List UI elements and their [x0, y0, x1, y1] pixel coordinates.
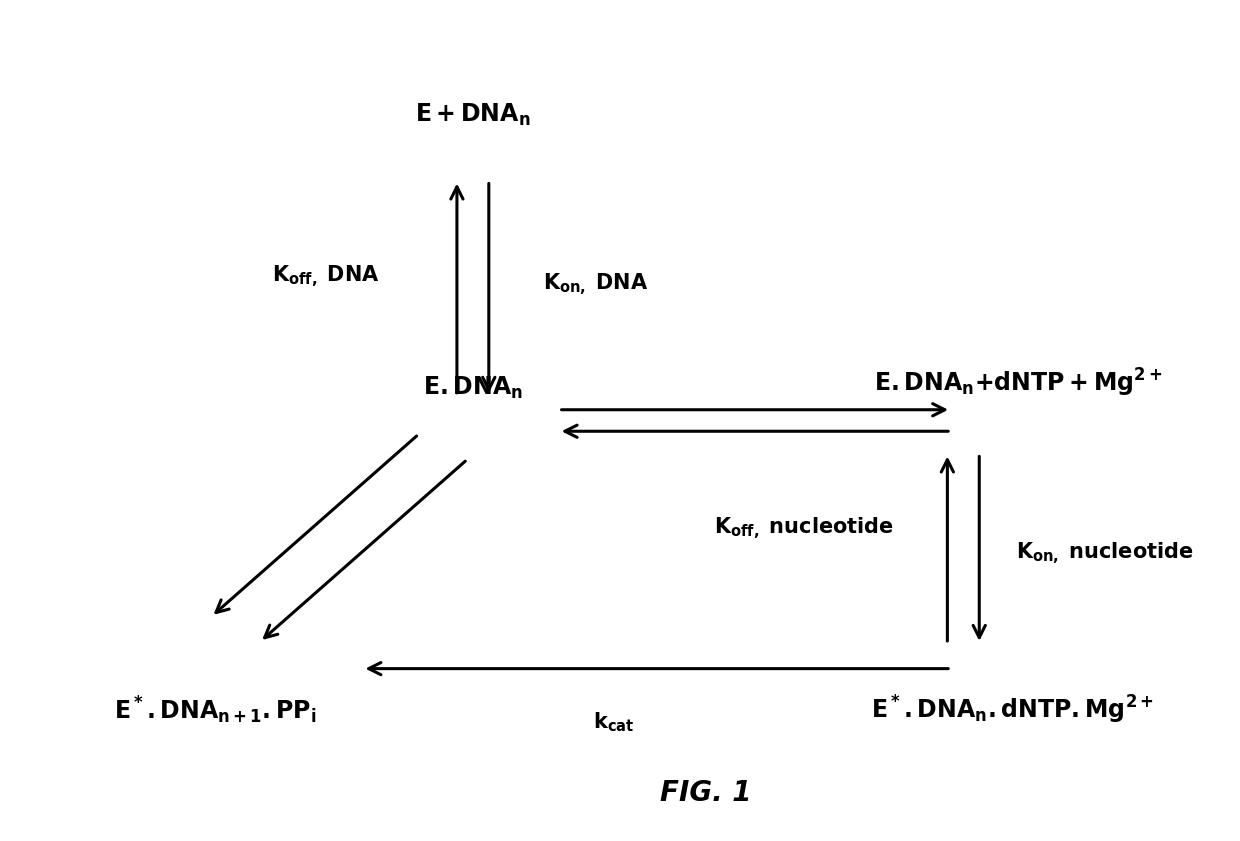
Text: $\bf{E^*.DNA_{n+1}.PP_i}$: $\bf{E^*.DNA_{n+1}.PP_i}$: [114, 695, 316, 726]
Text: $\mathbf{K_{on,}\ \mathbf{DNA}}$: $\mathbf{K_{on,}\ \mathbf{DNA}}$: [543, 272, 649, 297]
Text: $\mathbf{K_{on,}\ \mathbf{nucleotide}}$: $\mathbf{K_{on,}\ \mathbf{nucleotide}}$: [1016, 540, 1193, 566]
FancyArrowPatch shape: [264, 461, 465, 637]
Text: $\mathbf{k_{cat}}$: $\mathbf{k_{cat}}$: [593, 711, 635, 734]
FancyArrowPatch shape: [973, 457, 986, 637]
Text: $\mathbf{K_{off,}\ \mathbf{nucleotide}}$: $\mathbf{K_{off,}\ \mathbf{nucleotide}}$: [714, 516, 894, 541]
Text: $\mathbf{K_{off,}\ \mathbf{DNA}}$: $\mathbf{K_{off,}\ \mathbf{DNA}}$: [272, 263, 379, 288]
Text: $\bf{E^*.DNA_n.dNTP.Mg^{2+}}$: $\bf{E^*.DNA_n.dNTP.Mg^{2+}}$: [870, 694, 1153, 726]
Text: $\bf{E.DNA_n}$$\bf{ + dNTP +Mg^{2+}}$: $\bf{E.DNA_n}$$\bf{ + dNTP +Mg^{2+}}$: [874, 368, 1163, 399]
Text: $\bf{E + DNA_n}$: $\bf{E + DNA_n}$: [415, 102, 531, 128]
FancyArrowPatch shape: [216, 436, 417, 612]
FancyArrowPatch shape: [368, 663, 949, 674]
FancyArrowPatch shape: [565, 426, 949, 437]
FancyArrowPatch shape: [451, 187, 463, 393]
FancyArrowPatch shape: [941, 460, 954, 641]
FancyArrowPatch shape: [482, 183, 495, 389]
FancyArrowPatch shape: [562, 404, 945, 415]
Text: FIG. 1: FIG. 1: [660, 779, 751, 807]
Text: $\bf{E.DNA_n}$: $\bf{E.DNA_n}$: [423, 374, 523, 400]
